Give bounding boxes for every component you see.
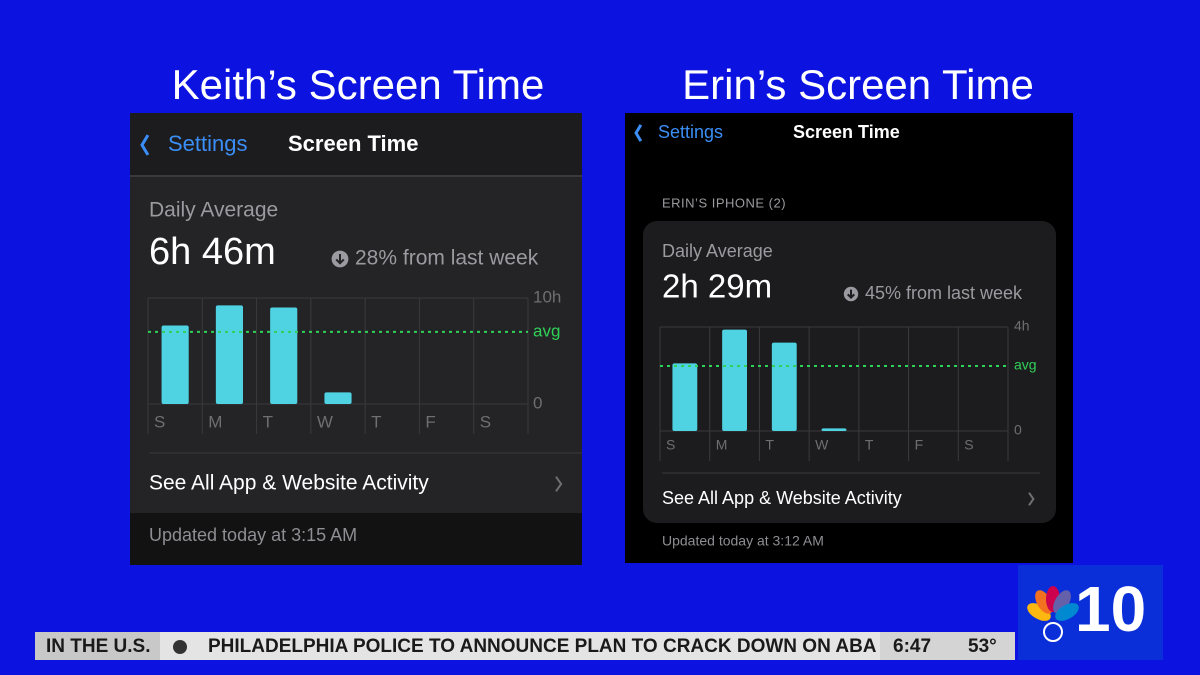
back-chevron [140, 134, 150, 156]
y-tick-label: 0 [1014, 422, 1022, 438]
day-label: M [716, 437, 728, 453]
bar [722, 329, 747, 431]
day-label: W [317, 412, 333, 431]
updated-text: Updated today at 3:15 AM [149, 525, 357, 545]
daily-label: Daily Average [149, 199, 278, 222]
change-arrow [335, 253, 345, 265]
day-label: T [263, 412, 273, 431]
y-tick-label: 4h [1014, 318, 1030, 334]
nav-title: Screen Time [793, 122, 900, 142]
bar [324, 392, 352, 404]
day-label: F [425, 412, 435, 431]
ticker-headline: PHILADELPHIA POLICE TO ANNOUNCE PLAN TO … [208, 636, 877, 657]
link-chevron [555, 476, 563, 492]
back-chevron [634, 124, 643, 142]
ticker-time: 6:47 [893, 636, 931, 657]
bar [821, 428, 847, 431]
average-label: avg [533, 321, 560, 340]
panel-title: Keith’s Screen Time [172, 61, 545, 108]
ticker-peacock [173, 640, 187, 654]
bar [672, 363, 698, 431]
logo-number: 10 [1075, 573, 1146, 645]
nav-title: Screen Time [288, 131, 418, 156]
bar [161, 325, 189, 404]
daily-value: 2h 29m [662, 268, 772, 305]
activity-link[interactable]: See All App & Website Activity [662, 488, 902, 508]
bar [215, 305, 243, 404]
change-arrow [847, 289, 855, 300]
ticker-info-bg [880, 632, 1015, 660]
day-label: S [154, 412, 165, 431]
summary-card [643, 221, 1056, 523]
day-label: S [666, 437, 675, 453]
day-label: W [815, 437, 829, 453]
average-label: avg [1014, 357, 1037, 373]
bar [771, 342, 797, 431]
screen-time-panel: Erin’s Screen Time Settings Screen Time ERI… [625, 61, 1073, 563]
day-label: F [915, 437, 924, 453]
back-button[interactable]: Settings [658, 122, 723, 142]
ticker-temperature: 53° [968, 636, 997, 657]
y-tick-label: 10h [533, 287, 561, 306]
change-text: 28% from last week [355, 247, 539, 270]
updated-text: Updated today at 3:12 AM [662, 533, 824, 549]
y-tick-label: 0 [533, 393, 542, 412]
footer-bg [130, 513, 582, 565]
back-button[interactable]: Settings [168, 131, 248, 156]
day-label: S [964, 437, 973, 453]
ticker-section: IN THE U.S. [46, 636, 151, 657]
day-label: T [371, 412, 381, 431]
link-chevron [1028, 492, 1035, 506]
day-label: T [865, 437, 874, 453]
screen-time-panel: Keith’s Screen Time Settings Screen Time Da… [130, 61, 582, 565]
day-label: T [765, 437, 774, 453]
panel-title: Erin’s Screen Time [682, 61, 1034, 108]
daily-value: 6h 46m [149, 231, 276, 273]
change-text: 45% from last week [865, 283, 1023, 303]
day-label: S [480, 412, 491, 431]
daily-label: Daily Average [662, 241, 773, 261]
ticker-section-bg [35, 632, 160, 660]
activity-link[interactable]: See All App & Website Activity [149, 472, 429, 495]
summary-card [130, 177, 582, 513]
logo-peacock [1027, 586, 1079, 642]
bar [270, 307, 298, 404]
day-label: M [208, 412, 222, 431]
device-label: ERIN’S IPHONE (2) [662, 195, 786, 210]
